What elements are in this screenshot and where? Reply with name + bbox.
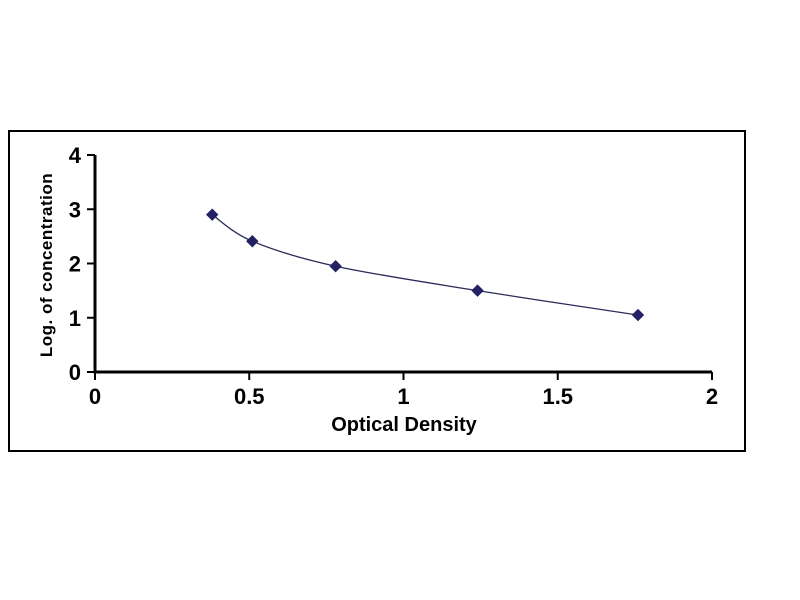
data-point-marker — [206, 208, 219, 221]
x-tick-label: 2 — [706, 384, 718, 409]
plot-canvas: 0 0.5 1 1.5 2 0 1 2 3 4 — [69, 143, 718, 409]
standard-curve-chart: 0 0.5 1 1.5 2 0 1 2 3 4 Log. of concentration Opt… — [8, 130, 746, 452]
y-tick-label: 1 — [69, 306, 81, 331]
x-tick-label: 0.5 — [234, 384, 265, 409]
y-tick-label: 3 — [69, 197, 81, 222]
y-axis-label: Log. of concentration — [37, 172, 56, 358]
series-curve — [211, 214, 639, 316]
data-point-marker — [471, 284, 484, 297]
x-axis-label: Optical Density — [331, 414, 477, 436]
x-tick-label: 1 — [397, 384, 409, 409]
y-tick-label: 4 — [69, 143, 82, 168]
x-tick-label: 1.5 — [542, 384, 573, 409]
data-point-marker — [329, 260, 342, 273]
chart-inner: 0 0.5 1 1.5 2 0 1 2 3 4 Log. of concentration Opt… — [10, 132, 744, 450]
y-tick-label: 0 — [69, 360, 81, 385]
y-tick-label: 2 — [69, 252, 81, 277]
data-point-marker — [246, 235, 259, 248]
x-tick-label: 0 — [89, 384, 101, 409]
data-point-marker — [631, 308, 645, 322]
